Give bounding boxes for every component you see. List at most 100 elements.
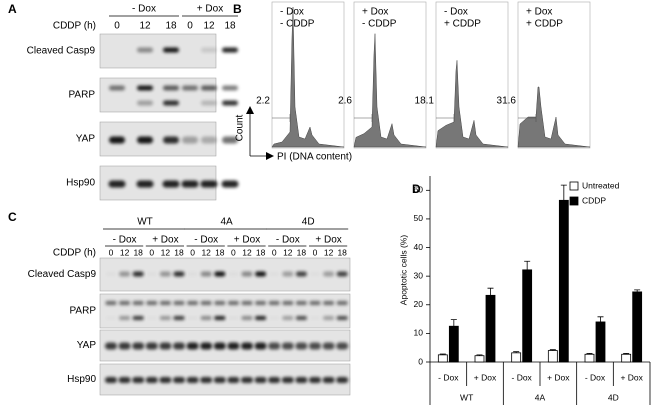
- blot-band: [119, 301, 131, 305]
- time-label: 0: [109, 247, 114, 257]
- blot-band: [241, 377, 253, 383]
- blot-band: [201, 47, 217, 53]
- group-label: WT: [137, 217, 153, 228]
- blot-band: [109, 136, 125, 144]
- x-tick-label: + Dox: [474, 372, 497, 382]
- legend-label: Untreated: [582, 180, 620, 190]
- bar: [437, 354, 448, 363]
- blot-band: [213, 342, 226, 350]
- blot-band: [159, 301, 171, 305]
- blot-band: [163, 85, 179, 91]
- condition-label: + Dox: [197, 4, 223, 15]
- blot-band: [119, 316, 131, 320]
- condition-label: - Dox: [194, 235, 218, 246]
- blot-band: [282, 301, 294, 305]
- blot-band: [282, 271, 294, 277]
- blot-band: [132, 301, 144, 305]
- blot-band: [228, 316, 239, 320]
- time-label: 18: [215, 247, 225, 257]
- error-bar: [549, 349, 556, 351]
- blot-band: [309, 377, 321, 383]
- blot-band: [227, 301, 239, 305]
- error-bar: [623, 353, 630, 355]
- blot-band: [282, 316, 294, 320]
- blot-band: [186, 377, 199, 383]
- arrow-head: [266, 152, 274, 160]
- condition-label: + Dox: [315, 235, 341, 246]
- legend-swatch: [569, 181, 579, 191]
- blot-band: [200, 377, 213, 383]
- blot-band: [137, 47, 153, 53]
- blot-band: [163, 100, 179, 106]
- blot-band: [145, 377, 158, 383]
- error-bar: [634, 289, 641, 292]
- blot-band: [269, 316, 280, 320]
- blot-band: [200, 301, 212, 305]
- blot-band: [162, 180, 180, 188]
- blot-band: [227, 342, 240, 350]
- blot-band: [200, 271, 212, 277]
- bar: [632, 291, 643, 363]
- bar: [621, 353, 632, 363]
- axis-label: Count: [235, 114, 246, 141]
- blot-band: [309, 342, 321, 350]
- blot-band: [322, 342, 335, 350]
- blot-band: [254, 377, 267, 383]
- y-tick-label: 0: [418, 356, 423, 366]
- error-bar: [439, 353, 446, 355]
- condition-label: + Dox: [362, 7, 388, 18]
- bar: [558, 199, 569, 363]
- axis-label: PI (DNA content): [277, 152, 352, 163]
- gate-value: 2.6: [338, 96, 352, 107]
- blot-band: [146, 272, 157, 277]
- blot-band: [105, 342, 117, 350]
- condition-label: - Dox: [276, 235, 300, 246]
- bar: [511, 352, 522, 363]
- blot-band: [310, 316, 321, 320]
- blot-band: [255, 301, 267, 305]
- blot-band: [146, 301, 158, 305]
- group-label: 4D: [608, 392, 619, 402]
- axis-label: Apoptotic cells (%): [398, 235, 408, 306]
- blot-band: [268, 342, 281, 350]
- time-label: 12: [120, 247, 130, 257]
- time-label: 12: [161, 247, 171, 257]
- blot-band: [295, 316, 307, 320]
- histogram: [271, 6, 345, 148]
- row-label: YAP: [77, 340, 97, 351]
- blot-band: [241, 342, 253, 350]
- blot-band: [241, 271, 253, 277]
- blot-band: [222, 47, 238, 53]
- legend-label: CDDP: [582, 195, 606, 205]
- blot-band: [159, 377, 172, 383]
- blot-band: [201, 85, 217, 91]
- group-label: 4A: [220, 217, 233, 228]
- blot-band: [145, 342, 158, 350]
- time-label: 0: [114, 21, 120, 32]
- time-label: 12: [139, 21, 151, 32]
- blot-band: [132, 377, 145, 383]
- y-tick-label: 50: [414, 213, 424, 223]
- blot-band: [108, 180, 126, 188]
- y-tick-label: 10: [414, 328, 424, 338]
- gate-value: 31.6: [497, 96, 517, 107]
- blot-band: [200, 342, 213, 350]
- bar: [584, 353, 595, 363]
- x-tick-label: - Dox: [585, 372, 606, 382]
- blot-band: [255, 316, 267, 320]
- blot-band: [295, 377, 308, 383]
- x-tick-label: + Dox: [620, 372, 643, 382]
- blot-band: [309, 301, 321, 305]
- row-label: YAP: [76, 134, 96, 145]
- blot-band: [173, 301, 185, 305]
- blot-band: [106, 272, 117, 277]
- blot-band: [182, 136, 198, 144]
- blot-band: [214, 316, 226, 320]
- arrow-head: [246, 106, 254, 114]
- blot-band: [187, 272, 198, 277]
- blot-band: [132, 271, 144, 277]
- bar: [595, 321, 606, 363]
- blot-band: [132, 342, 145, 350]
- condition-label: - CDDP: [280, 19, 315, 30]
- blot-band: [255, 271, 267, 277]
